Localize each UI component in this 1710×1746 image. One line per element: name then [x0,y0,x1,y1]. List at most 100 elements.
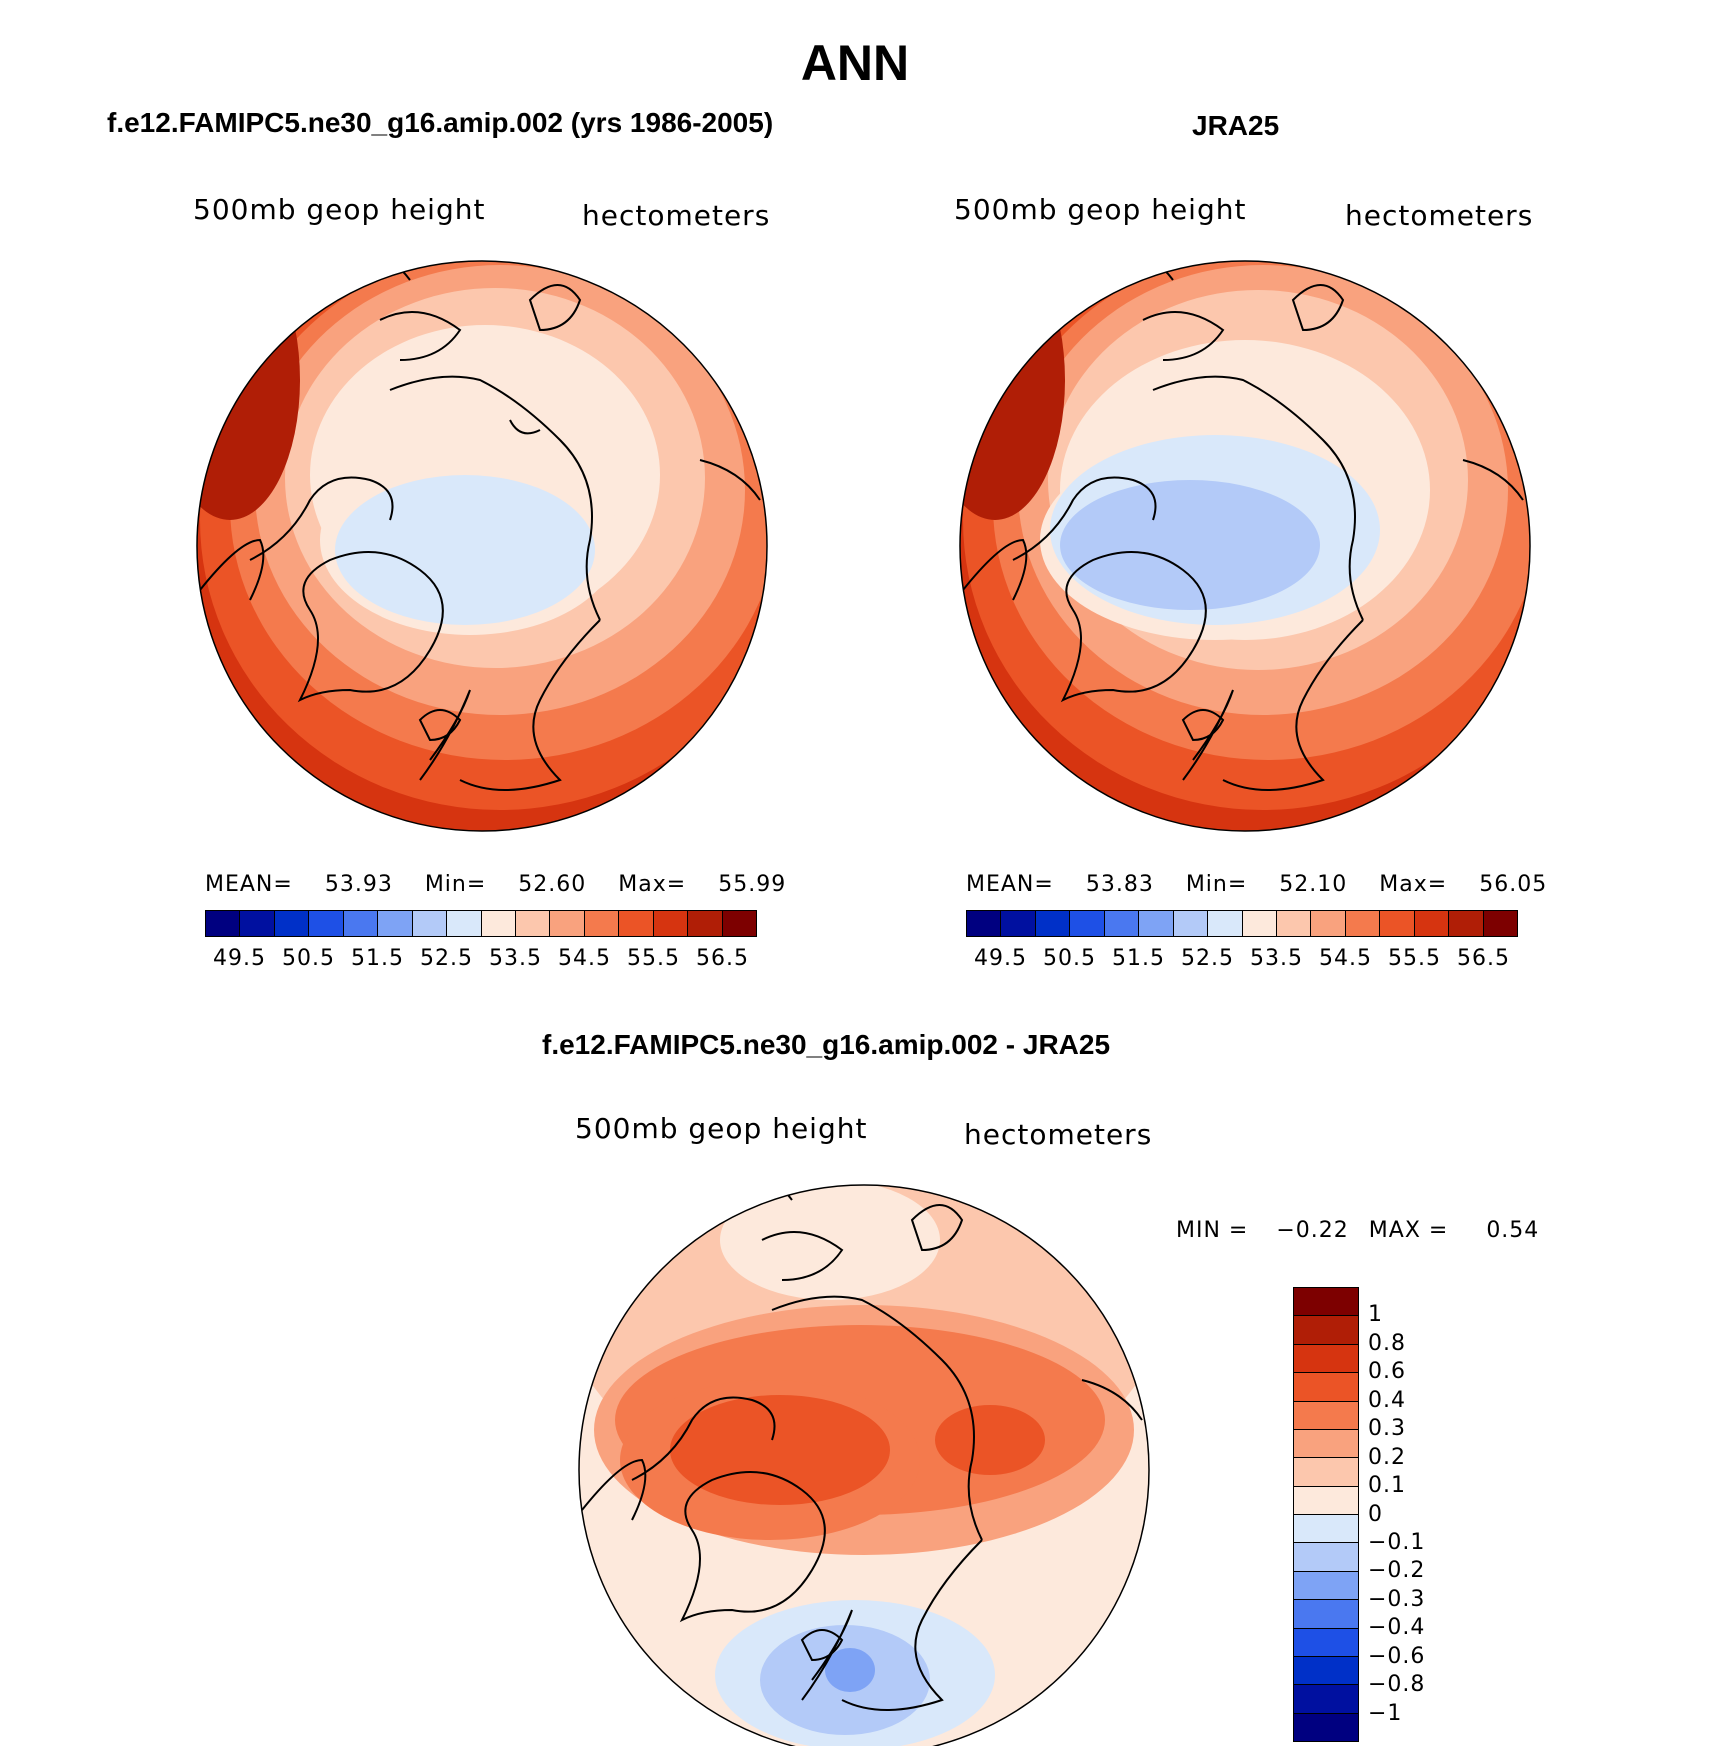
diff-max-label: MAX = [1368,1218,1449,1243]
diff-min-value: −0.22 [1276,1218,1349,1243]
diff-colorbar-tick-label: −0.2 [1368,1558,1426,1584]
colorbar-tick-label: 52.5 [1181,946,1234,971]
colorbar-swatch [412,911,448,936]
panel-1-units-label: hectometers [582,199,771,232]
colorbar-tick-label: 54.5 [558,946,611,971]
colorbar-tick-label: 56.5 [696,946,749,971]
colorbar-swatch [1294,1401,1358,1430]
colorbar-swatch [1139,911,1174,936]
main-title: ANN [800,35,910,91]
panel-2-title: JRA25 [1192,110,1280,141]
diff-max-value: 0.54 [1486,1218,1540,1243]
diff-colorbar-tick-label: 0 [1368,1501,1383,1527]
colorbar-tick-label: 55.5 [1388,946,1441,971]
colorbar-swatch [206,911,241,936]
diff-coastlines [581,1185,1143,1711]
panel-2-max-label: Max= [1379,872,1448,897]
diff-colorbar-tick-label: 0.1 [1368,1473,1406,1499]
colorbar-tick-label: 54.5 [1319,946,1372,971]
colorbar-tick-label: 50.5 [282,946,335,971]
colorbar-swatch [1294,1486,1358,1515]
colorbar-swatch [1294,1344,1358,1374]
colorbar-tick-label: 51.5 [351,946,404,971]
colorbar-swatch [1345,911,1381,936]
colorbar-swatch [481,911,516,936]
colorbar-swatch [1173,911,1209,936]
panel-1-max-label: Max= [618,872,687,897]
panel-2-min-value: 52.10 [1279,872,1348,897]
panel-1-stats: MEAN= 53.93 Min= 52.60 Max= 55.99 [205,872,786,897]
diff-colorbar-tick-label: 1 [1368,1302,1383,1328]
panel-2-mean-label: MEAN= [966,872,1054,897]
panel-1-colorbar [205,910,757,937]
colorbar-tick-label: 53.5 [489,946,542,971]
colorbar-tick-label: 49.5 [974,946,1027,971]
panel-1-max-value: 55.99 [718,872,787,897]
colorbar-swatch [584,911,620,936]
colorbar-swatch [1294,1458,1358,1487]
diff-colorbar-tick-label: −0.3 [1368,1586,1426,1612]
colorbar-tick-label: 55.5 [627,946,680,971]
panel-2-coastlines [962,261,1524,791]
colorbar-swatch [343,911,379,936]
colorbar-tick-label: 49.5 [213,946,266,971]
panel-2-min-label: Min= [1185,872,1248,897]
panel-1-variable-label: 500mb geop height [193,193,486,226]
colorbar-swatch [1242,911,1277,936]
diff-colorbar-tick-label: −0.1 [1368,1529,1426,1555]
diff-colorbar-tick-label: 0.6 [1368,1359,1406,1385]
diff-colorbar-tick-label: −0.8 [1368,1672,1426,1698]
colorbar-swatch [1294,1713,1358,1741]
colorbar-swatch [688,911,723,936]
colorbar-swatch [1294,1288,1358,1317]
panel-1-min-value: 52.60 [518,872,587,897]
colorbar-swatch [274,911,310,936]
panel-1-mean-label: MEAN= [205,872,293,897]
colorbar-swatch [1070,911,1105,936]
panel-2-max-value: 56.05 [1479,872,1548,897]
diff-map [579,1185,1149,1746]
panel-2-variable-label: 500mb geop height [954,193,1247,226]
colorbar-swatch [550,911,585,936]
colorbar-swatch [447,911,482,936]
colorbar-swatch [1294,1600,1358,1629]
colorbar-swatch [1380,911,1415,936]
colorbar-swatch [1294,1316,1358,1345]
diff-colorbar-tick-label: 0.4 [1368,1387,1406,1413]
colorbar-swatch [1294,1685,1358,1714]
colorbar-swatch [1104,911,1140,936]
diff-colorbar-tick-label: 0.3 [1368,1416,1406,1442]
diff-min-label: MIN = [1176,1218,1249,1243]
colorbar-swatch [1294,1543,1358,1572]
panel-1-title: f.e12.FAMIPC5.ne30_g16.amip.002 (yrs 198… [107,107,774,138]
diff-units-label: hectometers [964,1118,1153,1151]
colorbar-swatch [1311,911,1346,936]
colorbar-swatch [1294,1628,1358,1657]
colorbar-swatch [1001,911,1036,936]
colorbar-swatch [1414,911,1450,936]
panel-1-coastlines [199,261,761,791]
diff-colorbar-tick-label: −0.4 [1368,1615,1426,1641]
colorbar-tick-label: 53.5 [1250,946,1303,971]
panel-1-min-label: Min= [424,872,487,897]
diff-minmax: MIN = −0.22 MAX = 0.54 [1176,1218,1539,1243]
colorbar-swatch [1294,1429,1358,1459]
panel-2-colorbar [966,910,1518,937]
colorbar-swatch [309,911,344,936]
diff-colorbar-tick-label: −1 [1368,1700,1403,1726]
colorbar-swatch [619,911,654,936]
colorbar-swatch [515,911,551,936]
panel-1-mean-value: 53.93 [324,872,393,897]
panel-2-map [960,261,1530,831]
colorbar-swatch [1294,1656,1358,1686]
colorbar-tick-label: 50.5 [1043,946,1096,971]
colorbar-swatch [378,911,413,936]
colorbar-swatch [1449,911,1484,936]
diff-panel-title: f.e12.FAMIPC5.ne30_g16.amip.002 - JRA25 [542,1029,1111,1060]
colorbar-swatch [1276,911,1312,936]
colorbar-swatch [1294,1571,1358,1601]
diff-colorbar-tick-label: 0.2 [1368,1444,1406,1470]
colorbar-tick-label: 52.5 [420,946,473,971]
colorbar-swatch [240,911,275,936]
diff-variable-label: 500mb geop height [575,1112,868,1145]
